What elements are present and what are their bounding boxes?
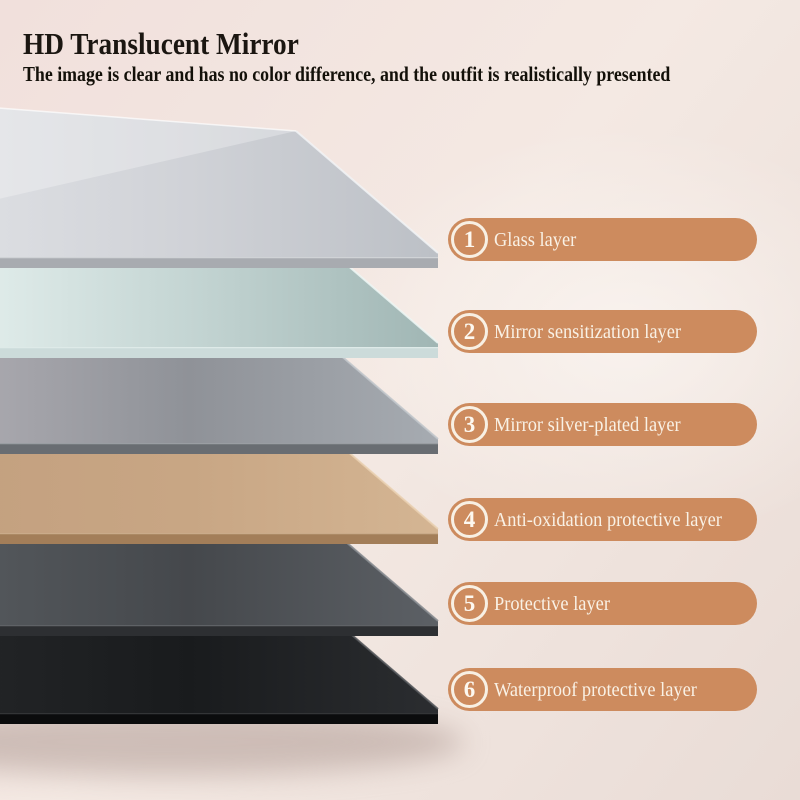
layer-label-pill-3: 3 Mirror silver-plated layer (448, 403, 757, 446)
layer-label-pill-6: 6 Waterproof protective layer (448, 668, 757, 711)
layer-thickness-edge (0, 625, 438, 636)
layer-label-pill-4: 4 Anti-oxidation protective layer (448, 498, 757, 541)
slanted-edge-highlight (295, 130, 439, 254)
layer-thickness-edge (0, 713, 438, 724)
layer-number-badge: 5 (451, 585, 488, 622)
layer-label-pill-1: 1 Glass layer (448, 218, 757, 261)
page-subtitle: The image is clear and has no color diff… (23, 62, 671, 86)
stack-shadow (0, 708, 465, 776)
layer-number-badge: 6 (451, 671, 488, 708)
layer-label-text: Protective layer (494, 593, 610, 615)
page-title: HD Translucent Mirror (23, 26, 299, 61)
layer-thickness-edge (0, 443, 438, 454)
layer-label-pill-2: 2 Mirror sensitization layer (448, 310, 757, 353)
layer-label-text: Glass layer (494, 229, 577, 251)
layer-number-badge: 4 (451, 501, 488, 538)
layer-label-text: Anti-oxidation protective layer (494, 509, 722, 531)
layer-number-badge: 3 (451, 406, 488, 443)
layer-label-text: Mirror silver-plated layer (494, 414, 681, 436)
layer-face (0, 108, 438, 257)
layer-number-badge: 2 (451, 313, 488, 350)
layer-label-text: Waterproof protective layer (494, 679, 697, 701)
glass-sheen (0, 108, 296, 199)
layer-label-pill-5: 5 Protective layer (448, 582, 757, 625)
layer-thickness-edge (0, 347, 438, 358)
layer-thickness-edge (0, 533, 438, 544)
top-edge-highlight (0, 107, 297, 132)
layer-thickness-edge (0, 257, 438, 268)
layer-slab-1 (0, 107, 439, 268)
layer-label-text: Mirror sensitization layer (494, 321, 682, 343)
layer-number-badge: 1 (451, 221, 488, 258)
